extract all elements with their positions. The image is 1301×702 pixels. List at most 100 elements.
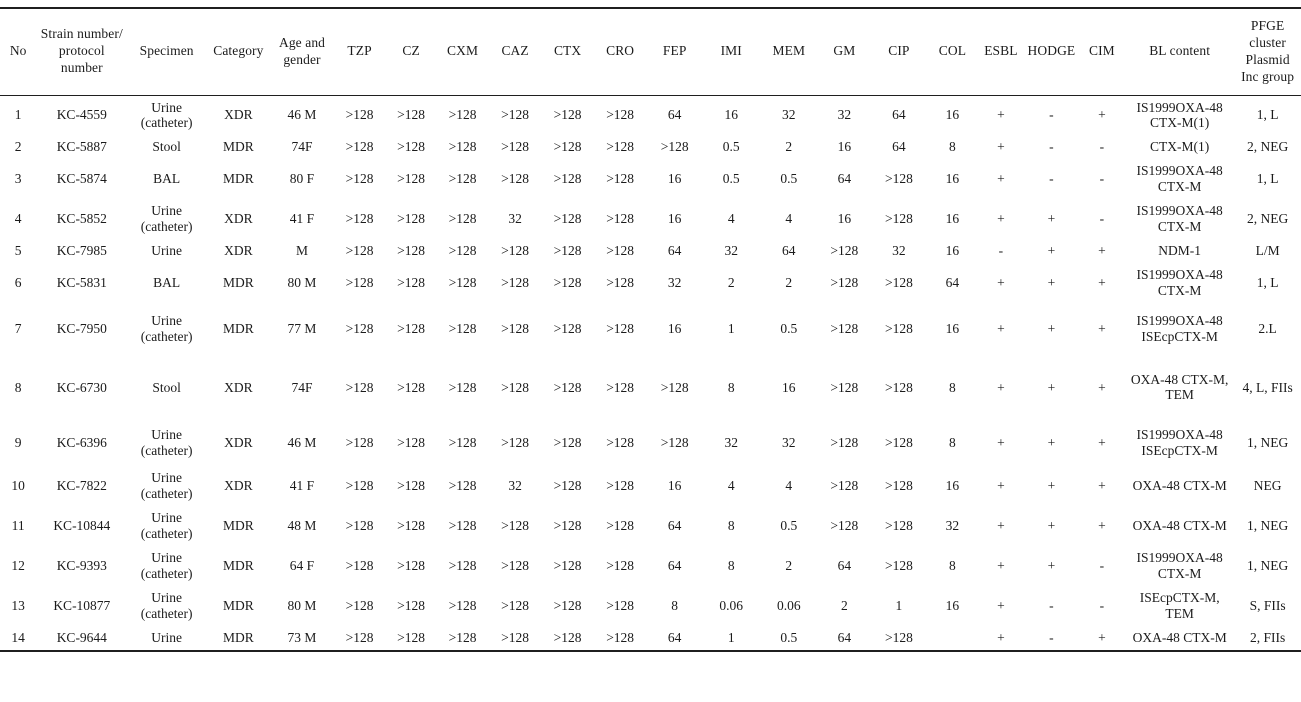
cell-imi: 0.06 <box>719 597 744 613</box>
cell-gm: >128 <box>830 435 859 451</box>
cell-age: 80 F <box>289 171 315 187</box>
cell-fep: 64 <box>667 629 682 645</box>
cell-cim: + <box>1098 242 1106 258</box>
cell-specimen: Urine (catheter) <box>140 470 193 502</box>
cell-caz: >128 <box>501 557 530 573</box>
table-row: 9 KC-6396 Urine (catheter) XDR 46 M >128 >128 >… <box>0 420 1301 466</box>
cell-no: 3 <box>14 171 22 187</box>
cell-esbl: + <box>997 211 1005 227</box>
table-row: 11 KC-10844 Urine (catheter) MDR 48 M >128 >12… <box>0 506 1301 546</box>
cell-age: 41 F <box>289 478 315 494</box>
cell-cz: >128 <box>397 139 426 155</box>
col-header-caz: CAZ <box>501 43 529 59</box>
cell-hodge: + <box>1047 320 1056 336</box>
cell-no: 11 <box>11 518 25 534</box>
cell-pfge: 1, L <box>1256 171 1279 187</box>
col-header-ctx: CTX <box>553 43 582 59</box>
cell-pfge: S, FIIs <box>1249 597 1286 613</box>
cell-cxm: >128 <box>448 211 477 227</box>
cell-mem: 32 <box>782 107 796 123</box>
cell-pfge: 1, L <box>1256 107 1279 123</box>
cell-cz: >128 <box>397 211 426 227</box>
cell-cxm: >128 <box>448 107 477 123</box>
cell-esbl: + <box>997 171 1005 187</box>
cell-cip: 64 <box>892 139 906 155</box>
cell-no: 1 <box>14 107 22 123</box>
cell-cip: >128 <box>884 211 913 227</box>
cell-age: 80 M <box>287 274 317 290</box>
cell-col: 16 <box>945 107 960 123</box>
cell-col <box>927 626 978 651</box>
cell-esbl: - <box>998 242 1004 258</box>
cell-cip: >128 <box>884 478 913 494</box>
cell-cim: + <box>1098 435 1106 451</box>
cell-cxm: >128 <box>448 242 477 258</box>
cell-cz: >128 <box>397 435 426 451</box>
cell-fep: 64 <box>667 242 682 258</box>
cell-specimen: Urine (catheter) <box>140 549 193 581</box>
cell-no: 5 <box>14 242 22 258</box>
cell-gm: 16 <box>837 139 852 155</box>
cell-bl: IS1999OXA-48 CTX-M <box>1136 549 1223 581</box>
cell-fep: 32 <box>667 274 682 290</box>
table-row: 6 KC-5831 BAL MDR 80 M >128 >128 >128 >128 >128 >1… <box>0 263 1301 303</box>
cell-category: MDR <box>222 171 254 187</box>
cell-esbl: + <box>997 557 1005 573</box>
cell-col: 16 <box>945 211 960 227</box>
cell-esbl: + <box>997 518 1005 534</box>
cell-strain: KC-7950 <box>56 320 107 336</box>
mic-table: No Strain number/ protocol number Specimen… <box>0 7 1301 652</box>
cell-hodge: + <box>1047 557 1056 573</box>
cell-pfge: 1, L <box>1256 274 1279 290</box>
cell-cro: >128 <box>606 379 635 395</box>
cell-hodge: + <box>1047 274 1056 290</box>
cell-tzp: >128 <box>345 171 374 187</box>
table-row: 7 KC-7950 Urine (catheter) MDR 77 M >128 >128 >… <box>0 303 1301 355</box>
cell-hodge: + <box>1047 518 1056 534</box>
cell-fep: 64 <box>667 557 682 573</box>
cell-gm: 64 <box>837 629 852 645</box>
cell-caz: >128 <box>501 274 530 290</box>
cell-strain: KC-10844 <box>53 518 111 534</box>
cell-bl: IS1999OXA-48 ISEcpCTX-M <box>1136 312 1223 344</box>
cell-tzp: >128 <box>345 320 374 336</box>
cell-cip: >128 <box>884 379 913 395</box>
cell-fep: 8 <box>671 597 679 613</box>
cell-cz: >128 <box>397 320 426 336</box>
cell-cim: + <box>1098 518 1106 534</box>
cell-cro: >128 <box>606 557 635 573</box>
cell-specimen: BAL <box>153 274 181 290</box>
cell-pfge: 2, NEG <box>1246 139 1289 155</box>
cell-cro: >128 <box>606 435 635 451</box>
cell-imi: 4 <box>727 478 735 494</box>
cell-caz: 32 <box>508 211 522 227</box>
cell-esbl: + <box>997 435 1005 451</box>
cell-mem: 0.06 <box>776 597 801 613</box>
cell-category: MDR <box>222 629 254 645</box>
cell-category: MDR <box>222 274 254 290</box>
cell-specimen: Urine <box>151 242 183 258</box>
cell-mem: 16 <box>782 379 796 395</box>
cell-cro: >128 <box>606 274 635 290</box>
col-header-hodge: HODGE <box>1027 43 1076 59</box>
cell-pfge: 2, FIIs <box>1249 629 1286 645</box>
table-row: 10 KC-7822 Urine (catheter) XDR 41 F >128 >128… <box>0 466 1301 506</box>
cell-imi: 2 <box>727 274 735 290</box>
cell-fep: >128 <box>660 435 689 451</box>
cell-strain: KC-6730 <box>56 379 107 395</box>
cell-age: 64 F <box>289 557 315 573</box>
cell-ctx: >128 <box>553 629 582 645</box>
cell-cro: >128 <box>606 478 635 494</box>
cell-caz: >128 <box>501 139 530 155</box>
cell-cro: >128 <box>606 518 635 534</box>
cell-caz: >128 <box>501 518 530 534</box>
cell-ctx: >128 <box>553 274 582 290</box>
cell-ctx: >128 <box>553 597 582 613</box>
cell-age: 46 M <box>287 107 317 123</box>
cell-ctx: >128 <box>553 320 582 336</box>
cell-pfge: 1, NEG <box>1246 557 1289 573</box>
table-row: 2 KC-5887 Stool MDR 74F >128 >128 >128 >128 >128 >… <box>0 135 1301 159</box>
cell-tzp: >128 <box>345 211 374 227</box>
col-header-cxm: CXM <box>447 43 479 59</box>
cell-fep: 16 <box>667 171 682 187</box>
